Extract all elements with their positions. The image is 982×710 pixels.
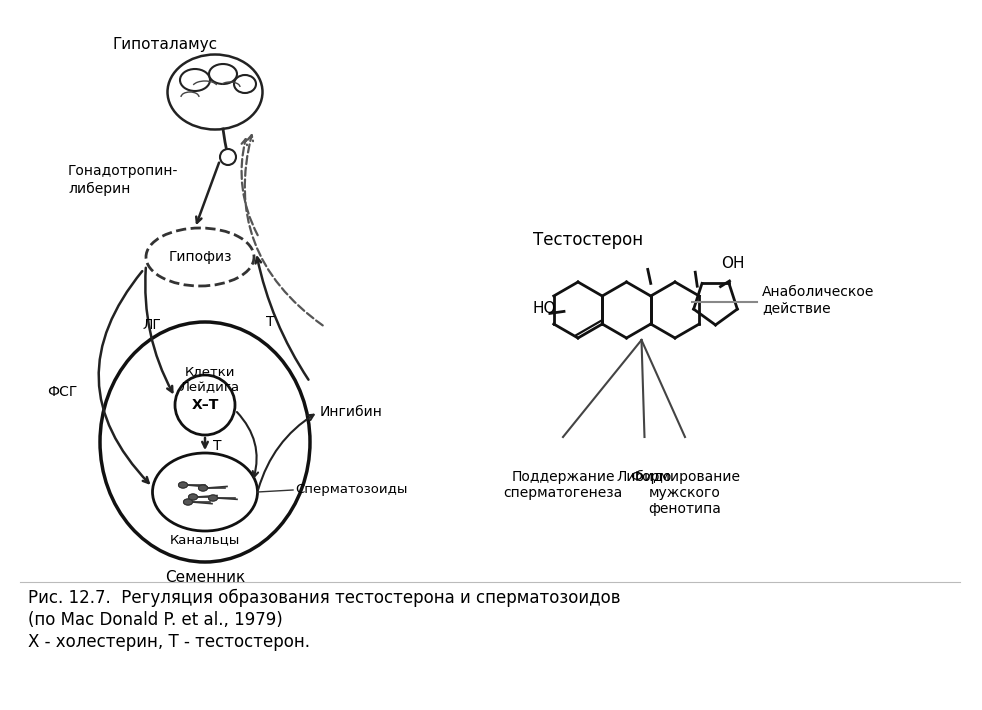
Ellipse shape [179, 482, 188, 488]
Ellipse shape [180, 69, 210, 91]
Text: Канальцы: Канальцы [170, 533, 241, 547]
Ellipse shape [208, 495, 217, 501]
Text: НО: НО [532, 301, 556, 316]
Ellipse shape [234, 75, 256, 93]
Text: Рис. 12.7.  Регуляция образования тестостерона и сперматозоидов: Рис. 12.7. Регуляция образования тестост… [28, 589, 621, 607]
Circle shape [220, 149, 236, 165]
Text: Формирование
мужского
фенотипа: Формирование мужского фенотипа [630, 470, 740, 516]
Ellipse shape [146, 228, 254, 286]
Ellipse shape [184, 499, 192, 505]
Ellipse shape [198, 485, 207, 491]
Text: Семенник: Семенник [165, 571, 246, 586]
Ellipse shape [208, 495, 217, 501]
Text: Анаболическое
действие: Анаболическое действие [762, 285, 874, 315]
Ellipse shape [209, 64, 237, 84]
Ellipse shape [189, 494, 197, 500]
Text: Поддержание
сперматогенеза: Поддержание сперматогенеза [504, 470, 623, 501]
Ellipse shape [100, 322, 310, 562]
Text: Сперматозоиды: Сперматозоиды [295, 484, 408, 496]
Text: X - холестерин, Т - тестостерон.: X - холестерин, Т - тестостерон. [28, 633, 310, 651]
Text: ФСГ: ФСГ [47, 385, 78, 399]
Ellipse shape [184, 499, 192, 505]
Text: Клетки
Лейдига: Клетки Лейдига [180, 366, 240, 395]
Circle shape [175, 375, 235, 435]
Text: Гипоталамус: Гипоталамус [112, 36, 218, 52]
Text: Либидо: Либидо [617, 470, 673, 484]
Text: ЛГ: ЛГ [142, 318, 161, 332]
Text: Ингибин: Ингибин [320, 405, 383, 419]
Ellipse shape [168, 55, 262, 129]
Ellipse shape [189, 494, 197, 500]
Text: Т: Т [213, 439, 221, 454]
Text: Гипофиз: Гипофиз [168, 250, 232, 264]
Text: (по Mac Donald P. et al., 1979): (по Mac Donald P. et al., 1979) [28, 611, 283, 629]
Ellipse shape [179, 482, 188, 488]
Text: Тестостерон: Тестостерон [533, 231, 643, 249]
Text: ОН: ОН [721, 256, 744, 271]
Ellipse shape [152, 453, 257, 531]
Text: Т: Т [266, 315, 274, 329]
Text: Х–Т: Х–Т [191, 398, 219, 412]
Ellipse shape [198, 485, 207, 491]
Text: Гонадотропин-
либерин: Гонадотропин- либерин [68, 164, 179, 196]
